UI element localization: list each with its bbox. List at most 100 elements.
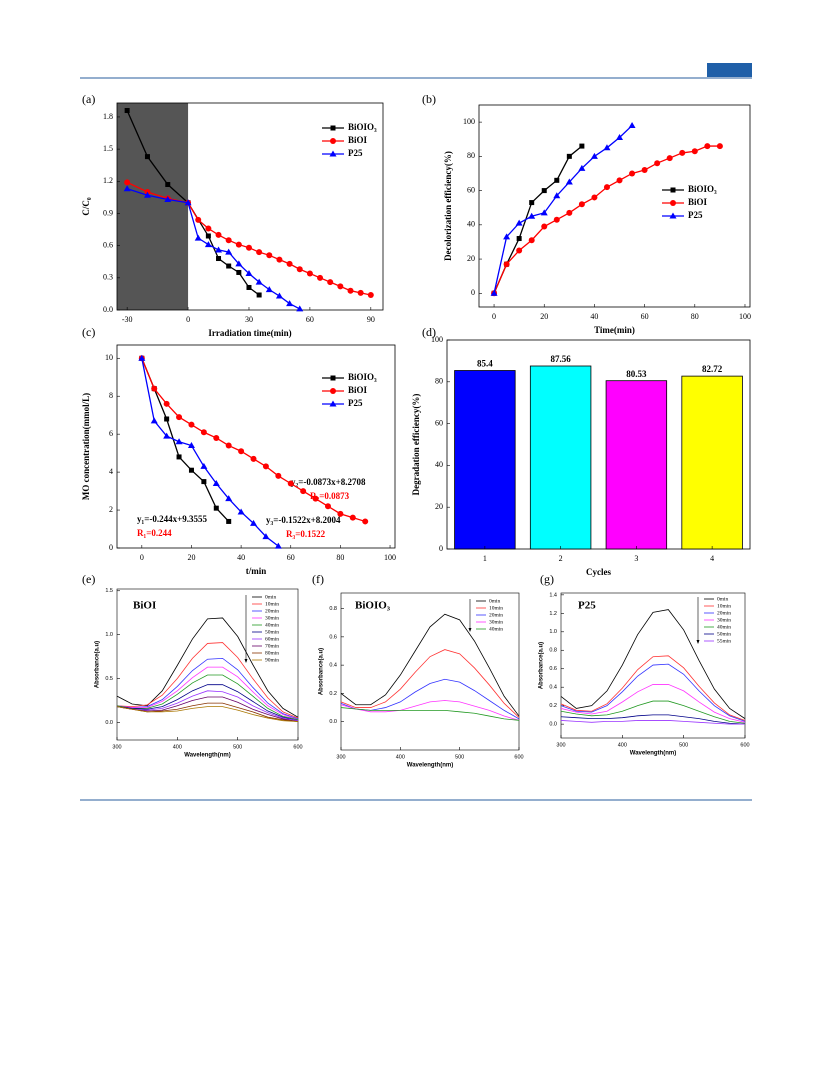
legend-arrow-head	[244, 659, 248, 663]
marker	[164, 196, 172, 203]
marker	[215, 231, 222, 238]
marker	[590, 152, 598, 159]
x-tick-label: 600	[293, 744, 302, 750]
marker	[246, 284, 252, 290]
y-tick-label: 0.0	[329, 719, 337, 725]
y-tick-label: 80	[467, 151, 475, 160]
legend-label: 30min	[489, 619, 503, 625]
legend-label: 40min	[489, 626, 503, 632]
y-tick-label: 10	[105, 353, 113, 362]
series-line	[560, 714, 746, 725]
x-tick-label: 1	[483, 554, 487, 563]
x-tick-label: 0	[140, 553, 144, 562]
marker	[286, 260, 293, 267]
marker	[312, 495, 319, 502]
x-tick-label: 2	[559, 554, 563, 563]
y-tick-label: 100	[463, 117, 475, 126]
series-line	[493, 145, 583, 294]
y-tick-label: 20	[467, 254, 475, 263]
value-label: 80.53	[626, 369, 647, 379]
y-tick-label: 0.4	[549, 685, 557, 691]
marker	[265, 286, 273, 293]
x-tick-label: 30	[245, 315, 253, 324]
legend-label: 0min	[489, 598, 501, 604]
series-line	[340, 707, 520, 721]
marker	[324, 503, 331, 510]
legend-label: P25	[688, 210, 703, 220]
marker	[679, 149, 686, 156]
marker	[670, 187, 676, 193]
bar	[529, 365, 592, 550]
series-line	[340, 649, 520, 718]
legend-label: 70min	[265, 643, 279, 649]
marker	[329, 400, 337, 407]
marker	[212, 479, 220, 486]
y-tick-label: 100	[431, 335, 443, 344]
series-line	[493, 125, 633, 294]
x-tick-label: 100	[739, 312, 751, 321]
marker	[669, 212, 677, 219]
series-line	[560, 655, 746, 721]
marker	[629, 170, 636, 177]
y-axis-label: Degradation efficiency(%)	[411, 394, 421, 496]
marker	[641, 167, 648, 174]
marker	[262, 533, 270, 540]
marker	[205, 225, 212, 232]
marker	[250, 455, 257, 462]
marker	[628, 122, 636, 129]
marker	[330, 138, 336, 144]
y-tick-label: 1.0	[105, 632, 113, 638]
marker	[245, 244, 252, 251]
marker	[226, 263, 232, 269]
legend-arrow-head	[696, 640, 700, 644]
marker	[225, 237, 232, 244]
y-tick-label: 0.2	[329, 691, 337, 697]
marker	[330, 125, 336, 131]
marker	[175, 438, 183, 445]
plot-frame	[116, 588, 299, 741]
marker	[306, 270, 313, 277]
marker	[330, 388, 336, 394]
y-tick-label: 80	[435, 377, 443, 386]
marker	[553, 192, 561, 199]
marker	[503, 261, 510, 268]
plot-frame	[340, 592, 520, 751]
plot-frame	[478, 104, 751, 308]
y-axis-label: Absorbance(a.u)	[539, 642, 545, 689]
marker	[357, 289, 364, 296]
y-tick-label: 0.5	[105, 676, 113, 682]
legend-label: P25	[348, 148, 363, 158]
legend-label: BiOIO₃	[348, 122, 377, 132]
marker	[317, 274, 324, 281]
x-tick-label: 600	[740, 742, 749, 748]
marker	[262, 463, 269, 470]
marker	[367, 291, 374, 298]
y-tick-label: 0.0	[103, 305, 113, 314]
marker	[337, 510, 344, 517]
marker	[300, 488, 307, 495]
legend-label: BiOI	[348, 385, 368, 395]
panel-label: (e)	[82, 572, 95, 586]
x-axis-label: Irradiation time(min)	[208, 328, 291, 338]
x-tick-label: 40	[590, 312, 598, 321]
x-tick-label: -30	[122, 315, 133, 324]
series-line	[116, 706, 299, 722]
marker	[528, 212, 536, 219]
legend-label: 50min	[265, 629, 279, 635]
annotation: R₁=0.244	[137, 528, 172, 538]
y-axis-label: Decolorization efficiency(%)	[443, 151, 453, 261]
marker	[143, 191, 151, 198]
y-tick-label: 2	[109, 505, 113, 514]
x-tick-label: 20	[187, 553, 195, 562]
x-tick-label: 20	[540, 312, 548, 321]
marker	[553, 216, 560, 223]
marker	[579, 143, 585, 149]
marker	[266, 252, 273, 259]
bar	[605, 380, 668, 550]
y-tick-label: 1.4	[549, 592, 557, 598]
panel-label: (a)	[82, 92, 95, 106]
dark-region	[117, 103, 189, 310]
panel-title: P25	[578, 600, 596, 612]
y-tick-label: 6	[109, 429, 113, 438]
